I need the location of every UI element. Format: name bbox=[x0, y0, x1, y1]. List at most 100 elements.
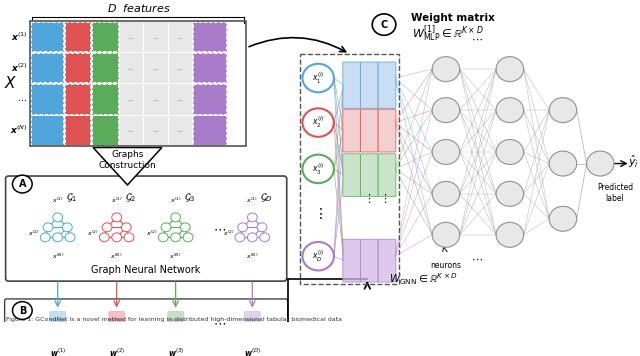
FancyBboxPatch shape bbox=[6, 176, 287, 281]
Text: ...: ... bbox=[152, 127, 159, 133]
Bar bbox=[193, 53, 226, 83]
Circle shape bbox=[63, 223, 72, 232]
Text: C: C bbox=[380, 20, 388, 30]
Circle shape bbox=[235, 233, 245, 242]
Text: $\boldsymbol{x}^{(N)}$: $\boldsymbol{x}^{(N)}$ bbox=[10, 124, 28, 136]
Bar bbox=[91, 83, 118, 115]
Circle shape bbox=[248, 233, 257, 242]
Circle shape bbox=[303, 108, 334, 137]
Circle shape bbox=[496, 57, 524, 82]
Text: ...: ... bbox=[127, 65, 134, 71]
FancyBboxPatch shape bbox=[378, 62, 396, 108]
Text: $\mathcal{G}_3$: $\mathcal{G}_3$ bbox=[184, 191, 195, 204]
Bar bbox=[92, 22, 118, 51]
FancyBboxPatch shape bbox=[50, 312, 65, 320]
Circle shape bbox=[260, 233, 269, 242]
Bar bbox=[118, 21, 143, 52]
Text: $x^{(N)}$: $x^{(N)}$ bbox=[111, 252, 123, 261]
Bar bbox=[65, 22, 90, 51]
Circle shape bbox=[183, 233, 193, 242]
Circle shape bbox=[549, 98, 577, 122]
Text: Weight matrix: Weight matrix bbox=[411, 14, 495, 23]
Bar bbox=[193, 22, 226, 51]
Text: ...: ... bbox=[177, 33, 184, 40]
FancyBboxPatch shape bbox=[4, 299, 288, 349]
Bar bbox=[193, 84, 226, 114]
Circle shape bbox=[549, 151, 577, 176]
Text: $x_D^{(i)}$: $x_D^{(i)}$ bbox=[312, 248, 324, 264]
Text: $K$: $K$ bbox=[442, 242, 451, 255]
Bar bbox=[92, 53, 118, 83]
FancyBboxPatch shape bbox=[360, 109, 378, 152]
Circle shape bbox=[99, 233, 109, 242]
Circle shape bbox=[40, 233, 50, 242]
Text: ...: ... bbox=[152, 96, 159, 102]
FancyBboxPatch shape bbox=[343, 109, 360, 152]
Circle shape bbox=[303, 64, 334, 92]
FancyBboxPatch shape bbox=[343, 154, 360, 197]
Bar bbox=[168, 21, 193, 52]
Text: $\cdots$: $\cdots$ bbox=[213, 222, 227, 235]
Text: Graph Neural Network: Graph Neural Network bbox=[92, 265, 201, 274]
FancyBboxPatch shape bbox=[244, 328, 260, 336]
Text: $x_2^{(i)}$: $x_2^{(i)}$ bbox=[312, 115, 324, 130]
Text: $\boldsymbol{w}^{(2)}$: $\boldsymbol{w}^{(2)}$ bbox=[109, 346, 125, 356]
Bar bbox=[143, 115, 168, 146]
Circle shape bbox=[496, 98, 524, 122]
Text: $\mathcal{G}_D$: $\mathcal{G}_D$ bbox=[260, 191, 273, 204]
FancyBboxPatch shape bbox=[168, 312, 184, 320]
Bar bbox=[91, 21, 118, 52]
Bar bbox=[31, 22, 63, 51]
Text: $\boldsymbol{x}^{(1)}$: $\boldsymbol{x}^{(1)}$ bbox=[10, 30, 28, 43]
Text: Figure 1: GCondNet is a novel method for learning in distributed high-dimensiona: Figure 1: GCondNet is a novel method for… bbox=[6, 317, 342, 322]
Text: $\cdots$: $\cdots$ bbox=[213, 316, 227, 330]
Circle shape bbox=[303, 242, 334, 271]
Circle shape bbox=[432, 57, 460, 82]
Bar bbox=[143, 52, 168, 83]
Circle shape bbox=[372, 14, 396, 35]
Bar bbox=[31, 84, 63, 114]
FancyBboxPatch shape bbox=[360, 239, 378, 282]
Text: $x^{(N)}$: $x^{(N)}$ bbox=[51, 252, 64, 261]
Bar bbox=[118, 115, 143, 146]
Text: B: B bbox=[19, 305, 26, 315]
FancyBboxPatch shape bbox=[378, 154, 396, 197]
Circle shape bbox=[180, 223, 190, 232]
FancyBboxPatch shape bbox=[343, 239, 360, 282]
Bar bbox=[63, 83, 91, 115]
Text: $W_{\mathrm{MLP}}^{[1]} \in \mathbb{R}^{K \times D}$: $W_{\mathrm{MLP}}^{[1]} \in \mathbb{R}^{… bbox=[412, 23, 484, 44]
FancyBboxPatch shape bbox=[109, 319, 125, 328]
Text: $\cdots$: $\cdots$ bbox=[17, 94, 28, 104]
Circle shape bbox=[432, 222, 460, 247]
Text: $\cdots$: $\cdots$ bbox=[472, 254, 483, 264]
Text: $\boldsymbol{x}^{(2)}$: $\boldsymbol{x}^{(2)}$ bbox=[10, 62, 28, 74]
FancyBboxPatch shape bbox=[109, 312, 125, 320]
Circle shape bbox=[496, 140, 524, 164]
Circle shape bbox=[432, 181, 460, 206]
Circle shape bbox=[112, 233, 122, 242]
Text: $\mathcal{G}_2$: $\mathcal{G}_2$ bbox=[125, 191, 136, 204]
Circle shape bbox=[257, 223, 267, 232]
FancyBboxPatch shape bbox=[360, 62, 378, 108]
Text: $x_1^{(i)}$: $x_1^{(i)}$ bbox=[312, 70, 324, 86]
Bar bbox=[193, 115, 227, 146]
Circle shape bbox=[161, 223, 171, 232]
FancyBboxPatch shape bbox=[50, 319, 65, 328]
Text: $\vdots$: $\vdots$ bbox=[364, 192, 371, 205]
Bar bbox=[30, 115, 63, 146]
FancyBboxPatch shape bbox=[244, 335, 260, 344]
Circle shape bbox=[52, 213, 63, 222]
Text: $x^{(1)}$: $x^{(1)}$ bbox=[111, 196, 123, 205]
Text: $x^{(2)}$: $x^{(2)}$ bbox=[28, 229, 40, 238]
Text: $x^{(2)}$: $x^{(2)}$ bbox=[146, 229, 158, 238]
Text: $X$: $X$ bbox=[4, 75, 17, 91]
Bar bbox=[63, 115, 91, 146]
Text: $x^{(N)}$: $x^{(N)}$ bbox=[246, 252, 259, 261]
Circle shape bbox=[171, 233, 180, 242]
Text: $\boldsymbol{w}^{(1)}$: $\boldsymbol{w}^{(1)}$ bbox=[49, 346, 66, 356]
Bar bbox=[31, 115, 63, 145]
FancyBboxPatch shape bbox=[50, 335, 65, 344]
Circle shape bbox=[238, 223, 248, 232]
Bar bbox=[91, 115, 118, 146]
Bar bbox=[65, 115, 90, 145]
